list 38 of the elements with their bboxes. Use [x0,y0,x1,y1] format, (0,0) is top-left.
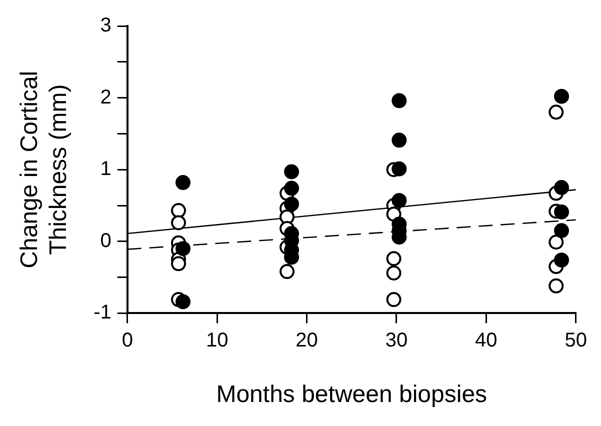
point [548,104,564,120]
y-tick-label: -1 [94,302,112,324]
point [284,196,300,212]
point [386,265,402,280]
point [392,132,407,148]
x-tick-label: 0 [122,330,133,352]
x-tick-label: 40 [475,330,498,352]
y-tick-label: 3 [100,14,112,37]
point [284,180,300,196]
y-tick-label: 2 [100,86,112,108]
point [175,294,190,310]
point [554,88,570,104]
point [386,251,402,266]
point [175,241,190,256]
point [392,161,407,176]
x-tick-label: 20 [296,330,318,352]
point [554,180,570,196]
point [548,278,564,294]
point [386,292,402,308]
point [284,164,300,180]
x-tick-label: 10 [206,330,228,352]
point [554,204,570,220]
point [554,223,570,238]
x-tick-label: 30 [385,330,408,352]
x-axis-title: Months between biopsies [216,381,488,408]
y-tick-label: 1 [100,158,112,180]
y-axis-title: Change in Cortical Thickness (mm) [16,70,72,268]
point [280,264,295,280]
point [392,93,407,108]
point [175,175,190,190]
x-tick-label: 50 [564,330,587,352]
y-tick-label: 0 [100,230,112,252]
point [554,252,570,268]
point [171,215,186,230]
point [171,203,186,218]
point [171,256,186,272]
point [548,234,564,250]
point [392,192,407,208]
